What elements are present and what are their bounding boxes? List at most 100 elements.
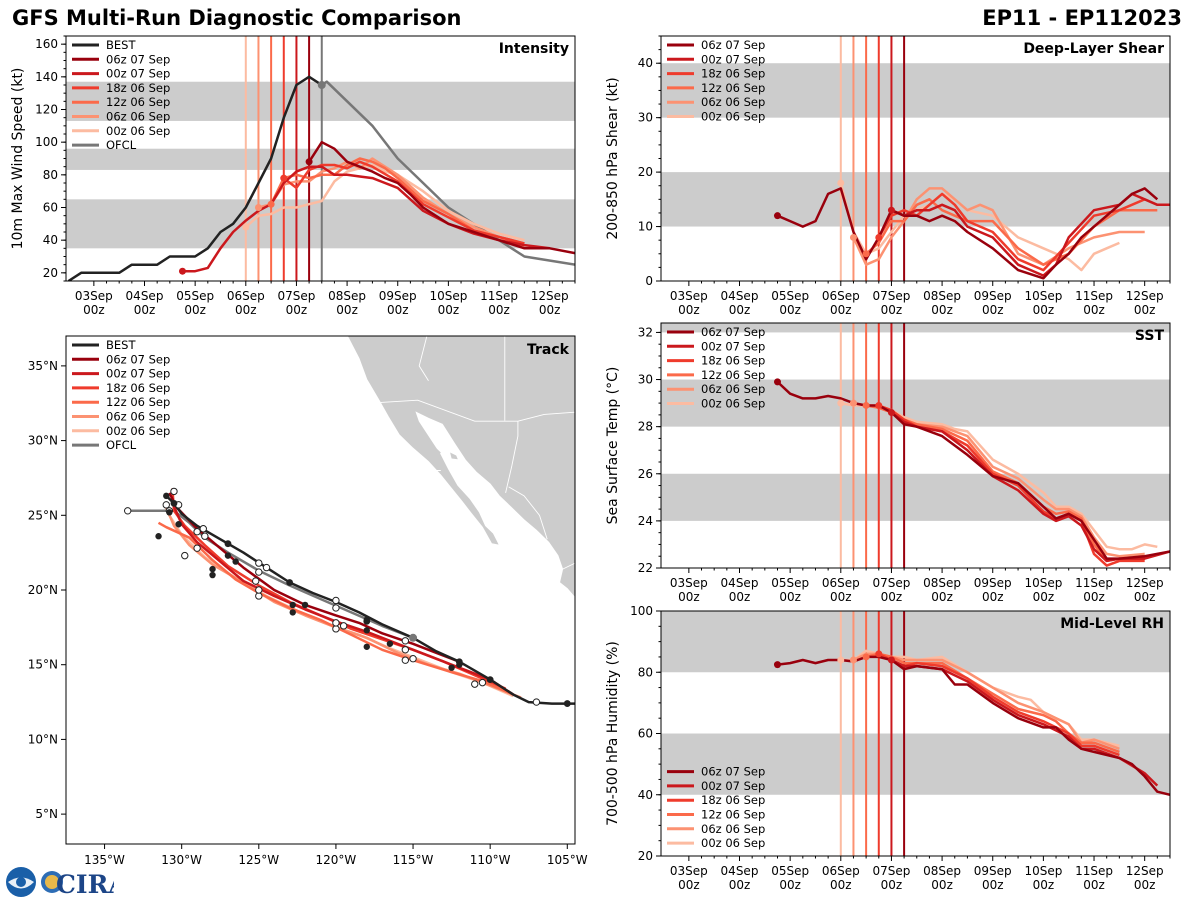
ytick-label: 60	[638, 727, 653, 741]
ytick-label: 80	[638, 665, 653, 679]
legend-label: 12z 06 Sep	[701, 81, 765, 95]
ytick-label: 40	[638, 56, 653, 70]
ytick-label: 30	[638, 111, 653, 125]
track-point-open	[255, 568, 263, 576]
track-point-open	[332, 596, 340, 605]
series-run-3	[269, 157, 525, 245]
y-axis-label: Sea Surface Temp (°C)	[605, 367, 621, 525]
xtick-label-date: 09Sep	[974, 289, 1012, 303]
island-tiburon	[450, 452, 458, 460]
track-point-open	[262, 563, 271, 572]
series-run-5	[244, 163, 525, 242]
xtick-label-hour: 00z	[779, 303, 801, 317]
legend-label: BEST	[106, 38, 136, 52]
track-point-open	[193, 528, 201, 536]
xtick-label-date: 09Sep	[974, 576, 1012, 590]
xtick-label-date: 07Sep	[872, 576, 910, 590]
xtick-label-hour: 00z	[1134, 590, 1156, 604]
xtick-label-hour: 00z	[134, 303, 156, 317]
ytick-label: 22	[638, 561, 653, 575]
lon-label: 135°W	[84, 853, 125, 867]
xtick-label-date: 12Sep	[1126, 289, 1164, 303]
xtick-label-hour: 00z	[982, 303, 1004, 317]
xtick-label-date: 05Sep	[771, 289, 809, 303]
map-area	[123, 336, 575, 707]
track-point-filled	[363, 643, 370, 650]
track-point-open	[181, 551, 189, 560]
xtick-label-date: 10Sep	[1024, 576, 1062, 590]
ytick-label: 20	[43, 266, 58, 280]
track-point-open	[255, 586, 263, 594]
lon-label: 125°W	[238, 853, 279, 867]
track-point-open	[193, 544, 201, 552]
best-point	[170, 499, 178, 507]
track-point-open	[401, 646, 410, 654]
series-run-2	[283, 160, 525, 245]
xtick-label-date: 09Sep	[379, 289, 417, 303]
xtick-label-hour: 00z	[931, 590, 953, 604]
island-angel	[433, 446, 441, 455]
track-point-open	[162, 501, 170, 509]
border-sinaloa	[508, 486, 548, 540]
xtick-label-hour: 00z	[1033, 590, 1055, 604]
track-point-open	[532, 698, 541, 706]
track-point-filled	[301, 601, 309, 609]
init-point-5	[242, 223, 250, 231]
shade-band-0	[661, 473, 1170, 521]
xtick-label-date: 07Sep	[872, 289, 910, 303]
legend-label: 00z 07 Sep	[701, 52, 765, 66]
ytick-label: 20	[638, 849, 653, 863]
plot-area	[661, 611, 1170, 856]
xtick-label-hour: 00z	[678, 878, 700, 892]
legend-label: 00z 07 Sep	[701, 339, 765, 353]
init-point-3	[267, 200, 275, 208]
track-run-1	[172, 505, 514, 696]
lat-label: 15°N	[28, 658, 58, 672]
init-point-4	[254, 204, 262, 211]
panel-title: Deep-Layer Shear	[1023, 41, 1164, 57]
panel-sst: 22242628303203Sep00z04Sep00z05Sep00z06Se…	[605, 322, 1171, 604]
init-point-3	[862, 250, 870, 258]
xtick-label-hour: 00z	[931, 878, 953, 892]
best-point	[286, 579, 294, 586]
track-point-open	[471, 680, 479, 688]
track-point-open	[339, 622, 348, 630]
init-point-0	[773, 212, 781, 220]
panel-title: Mid-Level RH	[1060, 616, 1164, 632]
legend-label: 06z 06 Sep	[701, 382, 765, 396]
y-axis-label: 700-500 hPa Humidity (%)	[605, 641, 621, 826]
xtick-label-hour: 00z	[184, 303, 206, 317]
shade-band-1	[66, 148, 575, 170]
xtick-label-hour: 00z	[729, 878, 751, 892]
ytick-label: 28	[638, 420, 653, 434]
xtick-label-hour: 00z	[982, 590, 1004, 604]
ytick-label: 24	[638, 514, 653, 528]
xtick-label-date: 08Sep	[923, 864, 961, 878]
agency-logos: CIRA	[6, 867, 114, 899]
ytick-label: 80	[43, 168, 58, 182]
legend-label: OFCL	[106, 138, 137, 152]
ytick-label: 120	[35, 103, 58, 117]
shade-band-2	[661, 323, 1170, 333]
shade-band-0	[66, 199, 575, 249]
xtick-label-date: 04Sep	[721, 576, 759, 590]
init-point-0	[773, 378, 781, 386]
legend-label: 06z 06 Sep	[106, 410, 170, 424]
track-point-filled	[224, 552, 232, 559]
track-point-open	[199, 525, 207, 533]
xtick-label-date: 03Sep	[670, 576, 708, 590]
xtick-label-hour: 00z	[336, 303, 358, 317]
plot-area	[661, 323, 1170, 568]
xtick-label-date: 04Sep	[126, 289, 164, 303]
lat-label: 25°N	[28, 508, 58, 522]
xtick-label-hour: 00z	[779, 878, 801, 892]
series-run-0	[308, 140, 575, 255]
legend-label: 12z 06 Sep	[701, 368, 765, 382]
xtick-label-hour: 00z	[678, 303, 700, 317]
ofcl-point	[409, 633, 418, 642]
track-point-filled	[448, 664, 455, 671]
track-point-filled	[166, 509, 173, 516]
